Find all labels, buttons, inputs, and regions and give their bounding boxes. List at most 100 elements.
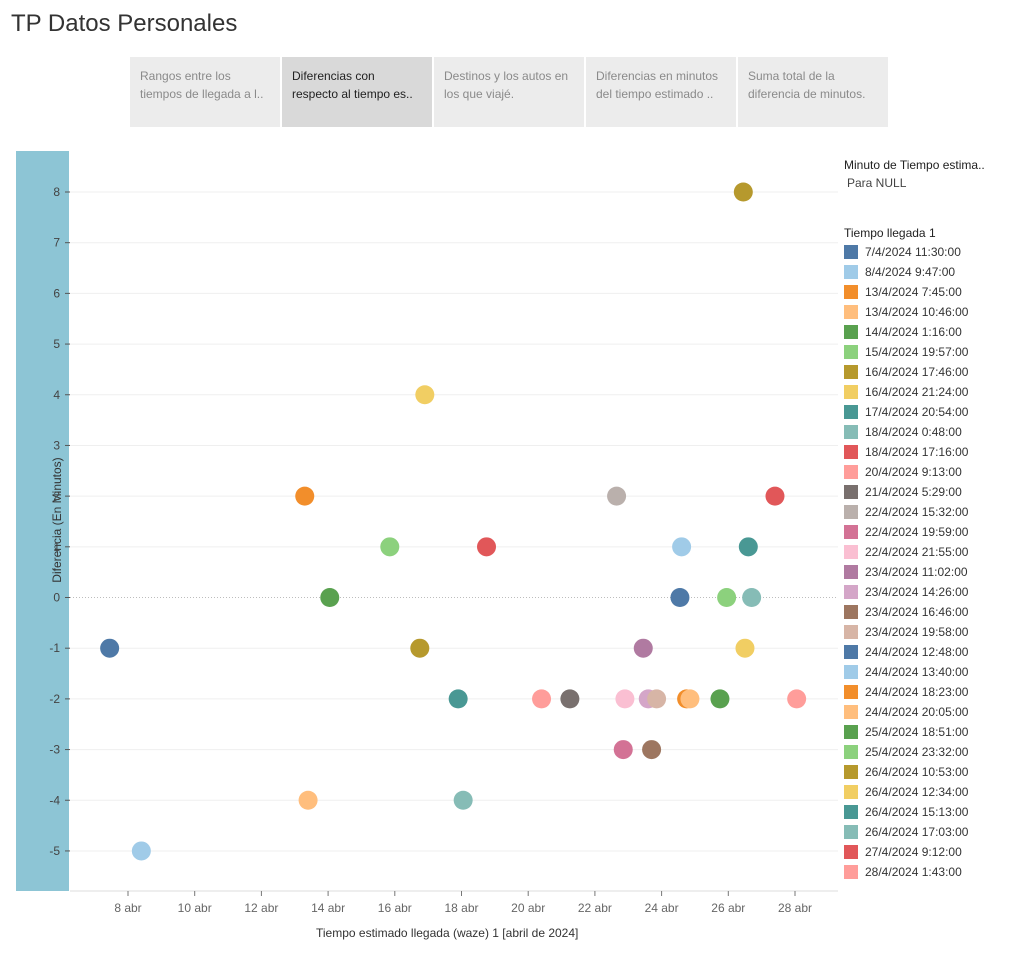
legend-item[interactable]: 7/4/2024 11:30:00 <box>844 242 985 262</box>
legend-swatch <box>844 725 858 739</box>
legend-item[interactable]: 18/4/2024 17:16:00 <box>844 442 985 462</box>
y-tick-label: -3 <box>49 743 60 757</box>
legend-item[interactable]: 26/4/2024 17:03:00 <box>844 822 985 842</box>
data-point[interactable]: 18/4/2024 17:16:00 <box>477 537 497 557</box>
page-title: TP Datos Personales <box>11 10 238 37</box>
y-tick-label: 5 <box>53 337 60 351</box>
legend-item[interactable]: 18/4/2024 0:48:00 <box>844 422 985 442</box>
legend-item[interactable]: 23/4/2024 19:58:00 <box>844 622 985 642</box>
legend-item[interactable]: 25/4/2024 23:32:00 <box>844 742 985 762</box>
legend-item[interactable]: 8/4/2024 9:47:00 <box>844 262 985 282</box>
legend-item[interactable]: 26/4/2024 12:34:00 <box>844 782 985 802</box>
legend-item[interactable]: 22/4/2024 21:55:00 <box>844 542 985 562</box>
legend-item[interactable]: 16/4/2024 21:24:00 <box>844 382 985 402</box>
data-point[interactable]: 23/4/2024 11:02:00 <box>633 638 653 658</box>
legend-item[interactable]: 21/4/2024 5:29:00 <box>844 482 985 502</box>
legend-swatch <box>844 785 858 799</box>
legend-label: 27/4/2024 9:12:00 <box>865 845 962 859</box>
legend-swatch <box>844 565 858 579</box>
legend-swatch <box>844 845 858 859</box>
filter-legend-title: Minuto de Tiempo estima.. <box>844 158 985 172</box>
x-tick-label: 20 abr <box>511 901 545 915</box>
y-tick-label: 7 <box>53 236 60 250</box>
legend-swatch <box>844 345 858 359</box>
data-point[interactable]: 20/4/2024 9:13:00 <box>532 689 552 709</box>
data-point[interactable]: 17/4/2024 20:54:00 <box>448 689 468 709</box>
data-point[interactable]: 26/4/2024 15:13:00 <box>738 537 758 557</box>
filter-legend-value[interactable]: Para NULL <box>847 176 907 190</box>
legend-swatch <box>844 285 858 299</box>
tab-destinos-autos[interactable]: Destinos y los autos en los que viajé. <box>434 57 584 127</box>
data-point[interactable]: 28/4/2024 1:43:00 <box>787 689 807 709</box>
data-point[interactable]: 7/4/2024 11:30:00 <box>100 638 120 658</box>
legend-swatch <box>844 245 858 259</box>
data-point[interactable]: 24/4/2024 12:48:00 <box>670 588 690 607</box>
legend-item[interactable]: 22/4/2024 19:59:00 <box>844 522 985 542</box>
legend-label: 16/4/2024 21:24:00 <box>865 385 969 399</box>
legend-item[interactable]: 15/4/2024 19:57:00 <box>844 342 985 362</box>
data-point[interactable]: 13/4/2024 10:46:00 <box>298 790 318 810</box>
data-point[interactable]: 24/4/2024 13:40:00 <box>672 537 692 557</box>
legend-label: 26/4/2024 12:34:00 <box>865 785 969 799</box>
legend: Minuto de Tiempo estima.. Para NULL Tiem… <box>844 158 985 882</box>
data-point[interactable]: 22/4/2024 21:55:00 <box>615 689 635 709</box>
data-point[interactable]: 22/4/2024 15:32:00 <box>607 486 627 506</box>
tab-diferencias-tiempo[interactable]: Diferencias con respecto al tiempo es.. <box>282 57 432 127</box>
legend-item[interactable]: 23/4/2024 16:46:00 <box>844 602 985 622</box>
legend-label: 8/4/2024 9:47:00 <box>865 265 956 279</box>
legend-item[interactable]: 24/4/2024 12:48:00 <box>844 642 985 662</box>
tab-suma-total[interactable]: Suma total de la diferencia de minutos. <box>738 57 888 127</box>
legend-item[interactable]: 20/4/2024 9:13:00 <box>844 462 985 482</box>
y-tick-label: 2 <box>53 489 60 503</box>
legend-item[interactable]: 23/4/2024 11:02:00 <box>844 562 985 582</box>
data-point[interactable]: 16/4/2024 17:46:00 <box>410 638 430 658</box>
data-point[interactable]: 25/4/2024 23:32:00 <box>717 588 737 607</box>
data-point[interactable]: 27/4/2024 9:12:00 <box>765 486 785 506</box>
data-point[interactable]: 16/4/2024 21:24:00 <box>415 385 435 405</box>
tab-diferencias-minutos[interactable]: Diferencias en minutos del tiempo estima… <box>586 57 736 127</box>
legend-label: 23/4/2024 14:26:00 <box>865 585 969 599</box>
legend-label: 21/4/2024 5:29:00 <box>865 485 962 499</box>
legend-label: 13/4/2024 10:46:00 <box>865 305 969 319</box>
data-point[interactable]: 25/4/2024 18:51:00 <box>710 689 730 709</box>
legend-item[interactable]: 26/4/2024 15:13:00 <box>844 802 985 822</box>
legend-item[interactable]: 13/4/2024 10:46:00 <box>844 302 985 322</box>
legend-item[interactable]: 27/4/2024 9:12:00 <box>844 842 985 862</box>
data-point[interactable]: 22/4/2024 19:59:00 <box>613 740 633 760</box>
legend-item[interactable]: 26/4/2024 10:53:00 <box>844 762 985 782</box>
data-point[interactable]: 23/4/2024 16:46:00 <box>642 740 662 760</box>
data-point[interactable]: 26/4/2024 12:34:00 <box>735 638 755 658</box>
y-tick-label: 4 <box>53 388 60 402</box>
legend-item[interactable]: 28/4/2024 1:43:00 <box>844 862 985 882</box>
data-point[interactable]: 26/4/2024 17:03:00 <box>742 588 762 607</box>
data-point[interactable]: 8/4/2024 9:47:00 <box>131 841 151 861</box>
legend-swatch <box>844 425 858 439</box>
legend-item[interactable]: 24/4/2024 20:05:00 <box>844 702 985 722</box>
data-point[interactable]: 23/4/2024 19:58:00 <box>647 689 667 709</box>
data-point[interactable]: 26/4/2024 10:53:00 <box>733 182 753 202</box>
data-point[interactable]: 18/4/2024 0:48:00 <box>453 790 473 810</box>
legend-item[interactable]: 23/4/2024 14:26:00 <box>844 582 985 602</box>
legend-swatch <box>844 365 858 379</box>
y-tick-label: -1 <box>49 641 60 655</box>
data-point[interactable]: 15/4/2024 19:57:00 <box>380 537 400 557</box>
data-point[interactable]: 24/4/2024 20:05:00 <box>680 689 700 709</box>
tab-rangos[interactable]: Rangos entre los tiempos de llegada a l.… <box>130 57 280 127</box>
legend-swatch <box>844 325 858 339</box>
legend-item[interactable]: 17/4/2024 20:54:00 <box>844 402 985 422</box>
data-point[interactable]: 14/4/2024 1:16:00 <box>320 588 340 607</box>
legend-label: 13/4/2024 7:45:00 <box>865 285 962 299</box>
legend-item[interactable]: 24/4/2024 13:40:00 <box>844 662 985 682</box>
data-point[interactable]: 13/4/2024 7:45:00 <box>295 486 315 506</box>
legend-item[interactable]: 24/4/2024 18:23:00 <box>844 682 985 702</box>
legend-item[interactable]: 16/4/2024 17:46:00 <box>844 362 985 382</box>
legend-label: 20/4/2024 9:13:00 <box>865 465 962 479</box>
legend-swatch <box>844 525 858 539</box>
legend-item[interactable]: 13/4/2024 7:45:00 <box>844 282 985 302</box>
legend-item[interactable]: 14/4/2024 1:16:00 <box>844 322 985 342</box>
legend-swatch <box>844 705 858 719</box>
data-point[interactable]: 21/4/2024 5:29:00 <box>560 689 580 709</box>
legend-label: 7/4/2024 11:30:00 <box>865 245 961 259</box>
legend-item[interactable]: 25/4/2024 18:51:00 <box>844 722 985 742</box>
legend-item[interactable]: 22/4/2024 15:32:00 <box>844 502 985 522</box>
